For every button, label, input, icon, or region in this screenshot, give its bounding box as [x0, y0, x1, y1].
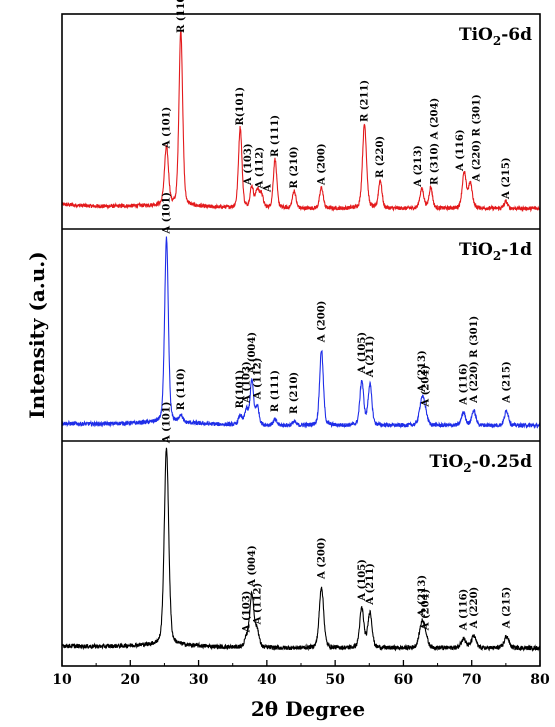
- peak-label: R(101): [235, 370, 246, 409]
- peak-label: R (310) A (204): [430, 98, 441, 185]
- peak-label: A (105): [357, 332, 368, 375]
- peak-label: A (213): [417, 350, 428, 393]
- peak-label: A (103): [241, 361, 252, 404]
- peak-label: R (110): [176, 0, 187, 33]
- peak-label: A (116): [455, 129, 466, 172]
- peak-label: R (220): [375, 136, 386, 178]
- axis-layer: 10 20 30 40 50 60 70 80: [52, 660, 550, 688]
- x-tick-label: 30: [189, 672, 209, 688]
- x-tick-label: 40: [257, 672, 277, 688]
- peak-label: A (200): [317, 537, 328, 580]
- peak-label: R (110): [176, 368, 187, 410]
- peak-label: A (112): [252, 583, 263, 626]
- peak-label: R (210): [289, 146, 300, 188]
- peak-label: A (103): [243, 143, 254, 186]
- series-line-1: [61, 30, 541, 213]
- peak-label: A (213): [413, 145, 424, 188]
- peak-label: A (200): [317, 301, 328, 344]
- peak-label: A (220) R (301): [471, 94, 482, 182]
- peak-label: R (210): [289, 372, 300, 414]
- peak-label: R (111): [270, 370, 281, 412]
- peak-label: R (111): [270, 115, 281, 157]
- peak-label: A (116): [459, 363, 470, 406]
- peak-label: A (213): [417, 575, 428, 618]
- peak-label: R(101): [235, 87, 246, 126]
- peak-label: A (004): [247, 545, 258, 588]
- peak-label: A (215): [502, 361, 513, 404]
- x-tick-label: 70: [462, 672, 482, 688]
- peak-label: A (116): [459, 589, 470, 632]
- series-line-3: [61, 447, 541, 652]
- panel-1: A (101) R (110) R(101) A (103) A (112)A R (11…: [61, 0, 541, 213]
- peak-label: A (204): [420, 589, 431, 632]
- panel-title-2: TiO2-1d: [459, 240, 532, 263]
- peak-label: A (103): [241, 591, 252, 634]
- y-axis-label: Intensity (a.u.): [25, 251, 49, 418]
- peak-label: A (215): [502, 587, 513, 630]
- peak-label: R (211): [360, 80, 371, 122]
- series-line-2: [61, 236, 541, 430]
- peak-label: A (211): [365, 336, 376, 379]
- peak-label: A: [262, 184, 273, 193]
- peak-label: A (101): [162, 402, 173, 445]
- peak-label: A (112): [252, 358, 263, 401]
- panel-title-3: TiO2-0.25d: [429, 452, 532, 475]
- peak-label: A (204): [420, 365, 431, 408]
- x-axis-label: 2θ Degree: [251, 697, 365, 721]
- peak-label: A (220) R (301): [469, 316, 480, 404]
- panel-3: A (101) A (103) A (004)A (112) A (200) A (10…: [61, 402, 541, 652]
- peak-label: A (200): [317, 143, 328, 186]
- x-tick-label: 20: [121, 672, 141, 688]
- peak-label: A (215): [501, 157, 512, 200]
- x-tick-label: 50: [325, 672, 345, 688]
- peak-label: A (101): [162, 107, 173, 150]
- panel-title-1: TiO2-6d: [459, 25, 532, 48]
- peak-label: A (101): [162, 192, 173, 235]
- panels-layer: A (101)R (110)R(101)A (103) A (112)AR (11…: [61, 0, 541, 652]
- x-tick-label: 80: [530, 672, 550, 688]
- peak-label: A (004): [247, 332, 258, 375]
- x-tick-label: 60: [394, 672, 414, 688]
- peak-label: A (112): [254, 147, 265, 190]
- peak-label: A (220): [469, 587, 480, 630]
- panel-2: A (101) R (110) R(101)A (103)A (004)A (112…: [61, 192, 541, 430]
- x-tick-label: 10: [52, 672, 72, 688]
- peak-label: A (211): [365, 563, 376, 606]
- peak-label: A (105): [357, 559, 368, 602]
